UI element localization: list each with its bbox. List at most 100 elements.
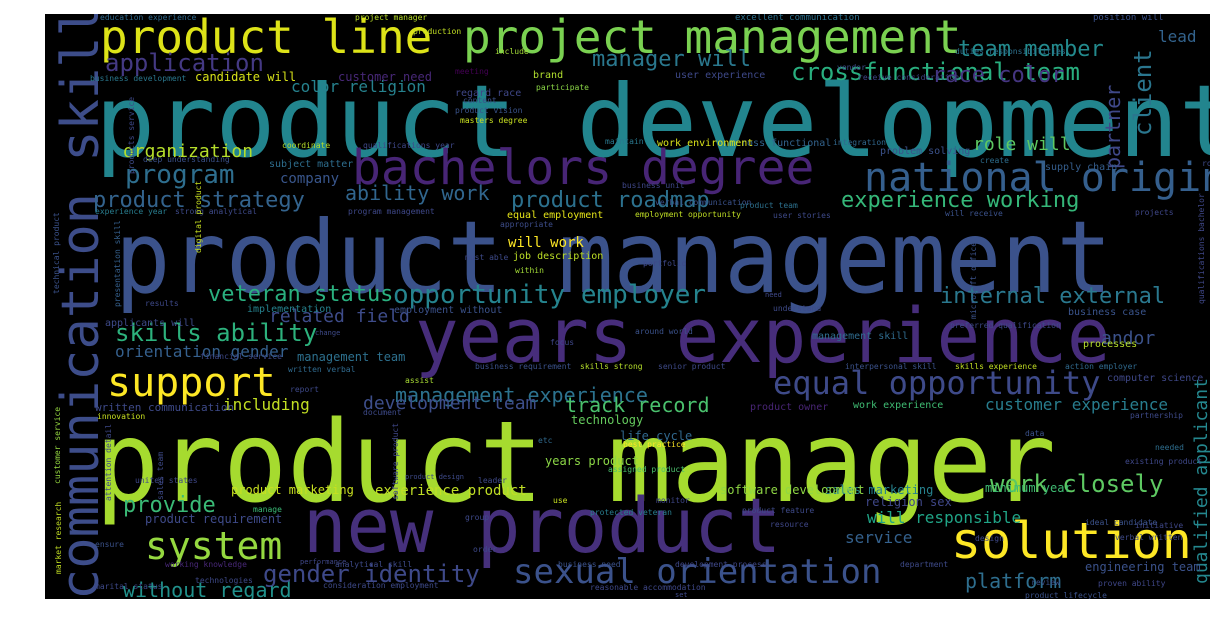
word-w108: create <box>980 156 1009 165</box>
word-w70: work experience <box>853 400 944 411</box>
word-w32: skills ability <box>115 319 318 347</box>
word-w06: bachelors degree <box>352 140 815 196</box>
word-w151: needed <box>1155 443 1184 452</box>
word-w97: business development <box>90 74 187 83</box>
word-w20: team member <box>958 37 1104 62</box>
word-w56: product marketing <box>231 483 354 497</box>
word-w91: education experience <box>100 14 197 22</box>
word-w77: applicants will <box>105 318 196 329</box>
word-w50: including <box>223 395 310 414</box>
word-w64: sales marketing <box>825 483 934 497</box>
word-w60: product requirement <box>145 512 283 526</box>
word-w23: client <box>1129 49 1157 136</box>
word-w153: partnership <box>1130 411 1183 420</box>
word-w156: group <box>465 513 490 522</box>
word-w146: product feature <box>742 506 815 515</box>
word-w80: problem solving <box>880 146 971 157</box>
word-w167: marital status <box>95 582 163 591</box>
word-w161: business need <box>558 560 621 569</box>
word-w140: etc <box>538 436 553 445</box>
word-w27: product roadmap <box>511 188 710 213</box>
word-w74: job description <box>513 251 604 262</box>
word-w174: attention detail <box>104 423 113 501</box>
word-w162: development process <box>675 560 767 569</box>
word-w129: written verbal <box>288 365 356 374</box>
word-w191: need <box>765 291 782 299</box>
word-w122: digital product <box>194 180 203 253</box>
word-w02: product development <box>95 63 1210 180</box>
word-w55: qualified applicant <box>1191 378 1210 584</box>
word-w133: senior product <box>658 362 726 371</box>
word-w168: reasonable accommodation <box>590 583 706 592</box>
word-w19: application <box>105 49 264 77</box>
word-w121: portfolio <box>643 259 687 268</box>
word-w03: product management <box>115 199 1113 316</box>
word-w93: include <box>495 47 529 56</box>
word-w94: duties responsibilities <box>955 47 1066 56</box>
word-w126: around world <box>635 327 693 336</box>
word-w54: customer need <box>338 70 432 84</box>
word-w85: brand <box>533 70 564 81</box>
word-w45: organization <box>123 141 254 162</box>
word-w08: product line <box>100 14 433 64</box>
word-w105: maintain <box>605 137 644 146</box>
word-w173: united states <box>135 476 198 485</box>
word-w87: regard race <box>455 88 522 99</box>
word-w101: product vision <box>455 106 523 115</box>
word-w16: opportunity employer <box>393 280 707 310</box>
word-w109: business unit <box>622 181 685 190</box>
word-w175: market research <box>54 501 63 574</box>
word-w117: appropriate <box>500 220 553 229</box>
word-w53: candidate will <box>195 70 297 84</box>
word-w92: production <box>413 27 462 36</box>
word-w163: department <box>900 560 949 569</box>
word-w36: development team <box>363 393 537 414</box>
word-w178: technical product <box>52 212 61 294</box>
word-w11: national origin <box>864 155 1210 201</box>
word-w166: consideration employment <box>323 581 439 590</box>
word-w164: review <box>1031 578 1060 587</box>
word-w99: participate <box>536 83 589 92</box>
word-w145: protected veteran <box>590 508 672 517</box>
word-w79: processes <box>1083 339 1138 350</box>
word-w131: business requirement <box>475 362 572 371</box>
word-w90: project manager <box>355 14 428 22</box>
word-w149: initiative <box>1135 521 1184 530</box>
word-w143: use <box>553 496 568 505</box>
word-w98: meeting <box>455 67 489 76</box>
word-w171: performance <box>300 558 347 566</box>
word-w58: years product <box>545 454 639 468</box>
word-w38: work closely <box>990 470 1164 498</box>
word-w24: partner <box>1101 84 1125 169</box>
word-w157: ensure <box>95 540 124 549</box>
word-w147: resource <box>770 520 809 529</box>
word-w185: microsoft office <box>969 241 978 319</box>
word-w132: skills strong <box>580 362 643 371</box>
word-w30: veteran status <box>208 282 394 307</box>
word-w182: sales team <box>156 451 165 500</box>
word-w09: project management <box>463 14 962 64</box>
word-w152: existing product <box>1125 457 1203 466</box>
word-w95: vendor <box>837 63 866 72</box>
word-w75: employment without <box>394 305 503 316</box>
word-w192: set <box>675 591 688 599</box>
word-w66: software development <box>720 483 865 497</box>
word-w142: assigned product <box>608 465 686 474</box>
word-w65: technology <box>571 413 644 427</box>
word-w183: leader <box>478 476 507 485</box>
word-w172: product design <box>405 473 465 481</box>
word-w63: life cycle <box>620 429 693 443</box>
word-w44: role will <box>973 134 1071 155</box>
word-w21: race color <box>932 63 1065 88</box>
word-w47: color religion <box>291 77 426 96</box>
word-w61: minimum year <box>985 481 1072 495</box>
word-w34: management experience <box>395 383 648 407</box>
word-w148: design <box>975 534 1004 543</box>
word-w150: ideal candidate <box>1085 518 1158 527</box>
word-w120: must able <box>465 253 509 262</box>
word-w115: program management <box>348 207 435 216</box>
word-w73: equal employment <box>507 210 604 221</box>
word-w59: will work <box>508 235 584 251</box>
word-w113: experience year <box>95 207 168 216</box>
word-w116: employment opportunity <box>635 210 741 219</box>
